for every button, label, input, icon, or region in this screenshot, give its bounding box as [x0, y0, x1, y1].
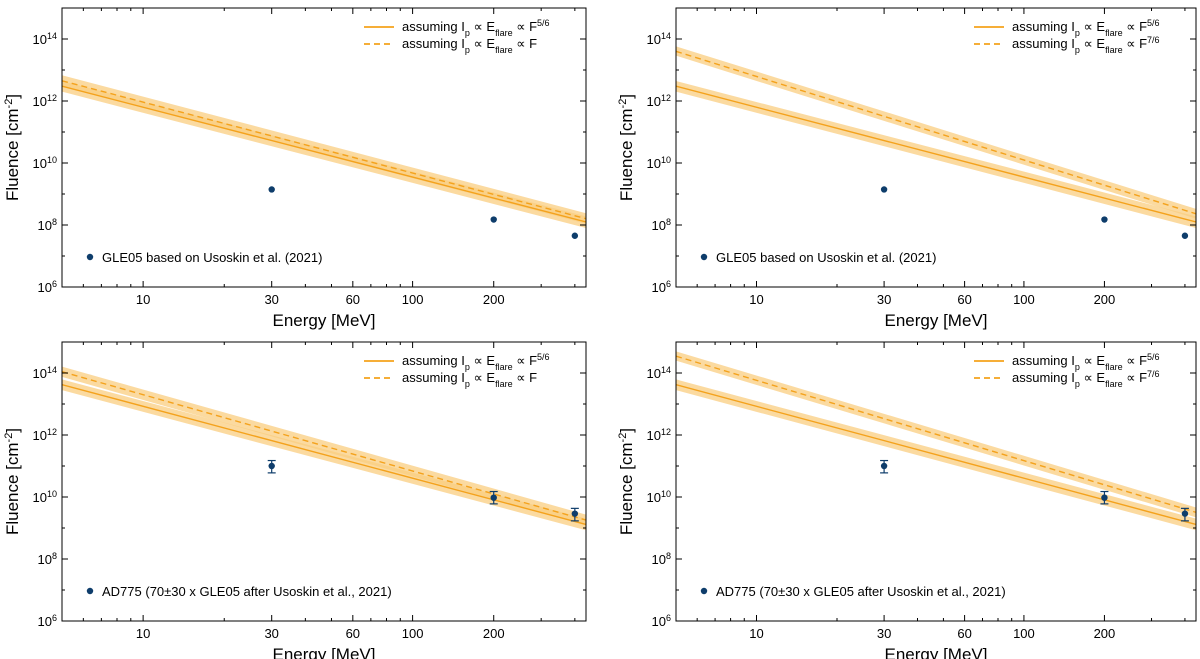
- y-tick-label: 1010: [33, 489, 57, 505]
- legend-point-label: GLE05 based on Usoskin et al. (2021): [102, 250, 322, 265]
- x-tick-label: 100: [1013, 292, 1035, 307]
- y-tick-label: 108: [38, 551, 57, 567]
- series-line-0: [62, 384, 586, 526]
- y-tick-label: 1012: [33, 93, 57, 109]
- x-tick-label: 30: [877, 626, 891, 641]
- y-tick-label: 1012: [647, 93, 671, 109]
- legend-point-marker: [86, 587, 94, 595]
- x-axis-label: Energy [MeV]: [273, 645, 376, 659]
- plot-frame: [61, 341, 587, 622]
- y-tick-label: 1014: [33, 31, 57, 47]
- legend-label-0: assuming Ip ∝ Eflare ∝ F5/6: [1012, 18, 1160, 38]
- data-point: [268, 186, 275, 193]
- legend-point-marker: [700, 587, 708, 595]
- panel-bottom-right: 10 30 60 100 200 106 108 1010 1012 1014 Energy [Me…: [617, 341, 1197, 659]
- data-point: [490, 494, 497, 501]
- series-line-1: [676, 50, 1196, 215]
- y-tick-label: 1012: [647, 427, 671, 443]
- x-tick-label: 100: [402, 292, 424, 307]
- y-tick-label: 108: [38, 217, 57, 233]
- data-point: [880, 186, 888, 193]
- series-line-0: [676, 384, 1196, 526]
- data-point: [571, 510, 579, 517]
- x-tick-label: 30: [877, 292, 891, 307]
- y-axis-label: Fluence [cm-2]: [3, 94, 22, 201]
- data-point: [1101, 216, 1108, 223]
- x-axis-label: Energy [MeV]: [273, 311, 376, 330]
- x-axis-label: Energy [MeV]: [885, 311, 988, 330]
- legend-label-1: assuming Ip ∝ Eflare ∝ F7/6: [1012, 35, 1160, 55]
- plot-frame: [61, 7, 587, 288]
- x-tick-label: 60: [957, 292, 971, 307]
- panel-top-right: 10 30 60 100 200 106 108 1010 1012 1014 Energy [Me…: [617, 7, 1197, 330]
- x-tick-label: 100: [402, 626, 424, 641]
- y-tick-label: 1010: [33, 155, 57, 171]
- x-tick-label: 10: [136, 626, 150, 641]
- legend-label-1: assuming Ip ∝ Eflare ∝ F: [402, 370, 537, 389]
- x-tick-label: 100: [1013, 626, 1035, 641]
- plot-frame: [675, 341, 1197, 622]
- y-tick-label: 106: [38, 279, 57, 295]
- x-tick-label: 30: [264, 292, 278, 307]
- legend-label-0: assuming Ip ∝ Eflare ∝ F5/6: [1012, 352, 1160, 372]
- plot-area: [676, 46, 1196, 239]
- x-tick-label: 30: [264, 626, 278, 641]
- y-tick-label: 106: [652, 613, 671, 629]
- legend-point-marker: [700, 253, 708, 261]
- panel-bottom-left: 10 30 60 100 200 106 108 1010 1012 1014 Energy [Me…: [3, 341, 587, 659]
- series-line-0: [62, 85, 586, 223]
- x-tick-label: 10: [749, 626, 763, 641]
- x-tick-label: 200: [1094, 292, 1116, 307]
- plot-area: [62, 75, 586, 239]
- y-tick-label: 108: [652, 551, 671, 567]
- legend-label-0: assuming Ip ∝ Eflare ∝ F5/6: [402, 352, 550, 372]
- panel-top-left: 10 30 60 100 200 106 108 1010 1012 1014 Energy [Me…: [3, 7, 587, 330]
- plot-area: [62, 366, 586, 531]
- x-tick-label: 200: [1094, 626, 1116, 641]
- y-tick-label: 1014: [33, 365, 57, 381]
- x-tick-label: 60: [346, 292, 360, 307]
- x-tick-label: 10: [749, 292, 763, 307]
- x-tick-label: 10: [136, 292, 150, 307]
- y-tick-label: 1014: [647, 31, 671, 47]
- y-axis-label: Fluence [cm-2]: [617, 94, 636, 201]
- y-axis-label: Fluence [cm-2]: [3, 428, 22, 535]
- data-point: [571, 232, 579, 239]
- legend-point-label: GLE05 based on Usoskin et al. (2021): [716, 250, 936, 265]
- data-point: [268, 462, 275, 470]
- legend-point-label: AD775 (70±30 x GLE05 after Usoskin et al…: [102, 584, 392, 599]
- legend-point-marker: [86, 253, 94, 261]
- x-tick-label: 200: [483, 626, 505, 641]
- y-tick-label: 1010: [647, 155, 671, 171]
- x-tick-label: 200: [483, 292, 505, 307]
- legend-label-1: assuming Ip ∝ Eflare ∝ F7/6: [1012, 369, 1160, 389]
- x-tick-label: 60: [346, 626, 360, 641]
- plot-frame: [675, 7, 1197, 288]
- legend-point-label: AD775 (70±30 x GLE05 after Usoskin et al…: [716, 584, 1006, 599]
- y-tick-label: 106: [38, 613, 57, 629]
- legend-label-1: assuming Ip ∝ Eflare ∝ F: [402, 36, 537, 55]
- y-tick-label: 1014: [647, 365, 671, 381]
- data-point: [880, 462, 888, 470]
- data-point: [1101, 494, 1108, 501]
- series-line-1: [676, 355, 1196, 514]
- series-line-0: [676, 85, 1196, 223]
- series-line-1: [62, 371, 586, 521]
- data-point: [1181, 232, 1189, 239]
- series-line-1: [62, 80, 586, 220]
- y-tick-label: 108: [652, 217, 671, 233]
- plot-area: [676, 351, 1196, 531]
- data-point: [1181, 510, 1189, 517]
- x-tick-label: 60: [957, 626, 971, 641]
- y-axis-label: Fluence [cm-2]: [617, 428, 636, 535]
- y-tick-label: 1010: [647, 489, 671, 505]
- y-tick-label: 1012: [33, 427, 57, 443]
- legend-label-0: assuming Ip ∝ Eflare ∝ F5/6: [402, 18, 550, 38]
- y-tick-label: 106: [652, 279, 671, 295]
- data-point: [490, 216, 497, 223]
- x-axis-label: Energy [MeV]: [885, 645, 988, 659]
